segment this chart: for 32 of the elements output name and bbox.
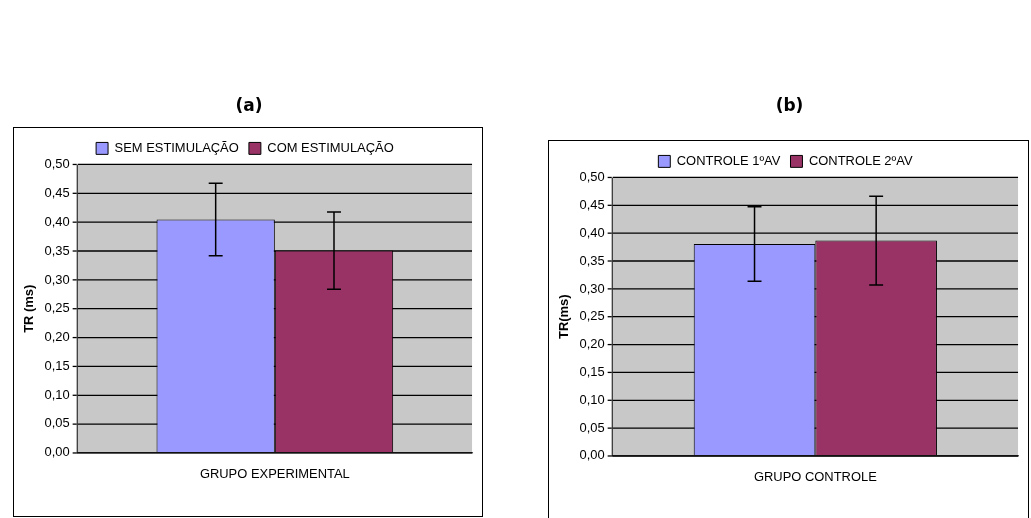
chart-title: (a) (234, 95, 264, 115)
legend-label: SEM ESTIMULAÇÃO (114, 139, 239, 155)
y-tick-label: 0,40 (579, 224, 605, 240)
y-tick-label: 0,20 (44, 329, 70, 345)
y-axis-title: TR(ms) (556, 294, 572, 340)
legend-label: COM ESTIMULAÇÃO (267, 139, 394, 155)
y-tick-label: 0,25 (44, 300, 70, 316)
y-tick-label: 0,25 (579, 308, 605, 324)
x-tick-label: GRUPO CONTROLE (753, 468, 878, 484)
chart-title: (b) (774, 95, 805, 115)
y-tick-label: 0,30 (44, 271, 70, 287)
y-tick-label: 0,05 (44, 415, 70, 431)
y-tick-label: 0,50 (579, 169, 605, 185)
y-tick-label: 0,05 (579, 419, 605, 435)
y-tick-label: 0,00 (579, 447, 605, 463)
y-tick-label: 0,35 (579, 252, 605, 268)
y-tick-label: 0,15 (579, 363, 605, 379)
y-tick-label: 0,45 (44, 185, 70, 201)
y-tick-label: 0,35 (44, 242, 70, 258)
y-tick-label: 0,20 (579, 336, 605, 352)
y-tick-label: 0,40 (44, 213, 70, 229)
legend-label: CONTROLE 1ºAV (676, 152, 781, 168)
y-tick-label: 0,45 (579, 197, 605, 213)
y-tick-label: 0,50 (44, 156, 70, 172)
legend-label: CONTROLE 2ºAV (808, 152, 913, 168)
x-tick-label: GRUPO EXPERIMENTAL (199, 465, 350, 481)
y-tick-label: 0,30 (579, 280, 605, 296)
y-axis-title: TR (ms) (21, 284, 37, 333)
y-tick-label: 0,15 (44, 357, 70, 373)
y-tick-label: 0,00 (44, 444, 70, 460)
y-tick-label: 0,10 (579, 391, 605, 407)
y-tick-label: 0,10 (44, 386, 70, 402)
